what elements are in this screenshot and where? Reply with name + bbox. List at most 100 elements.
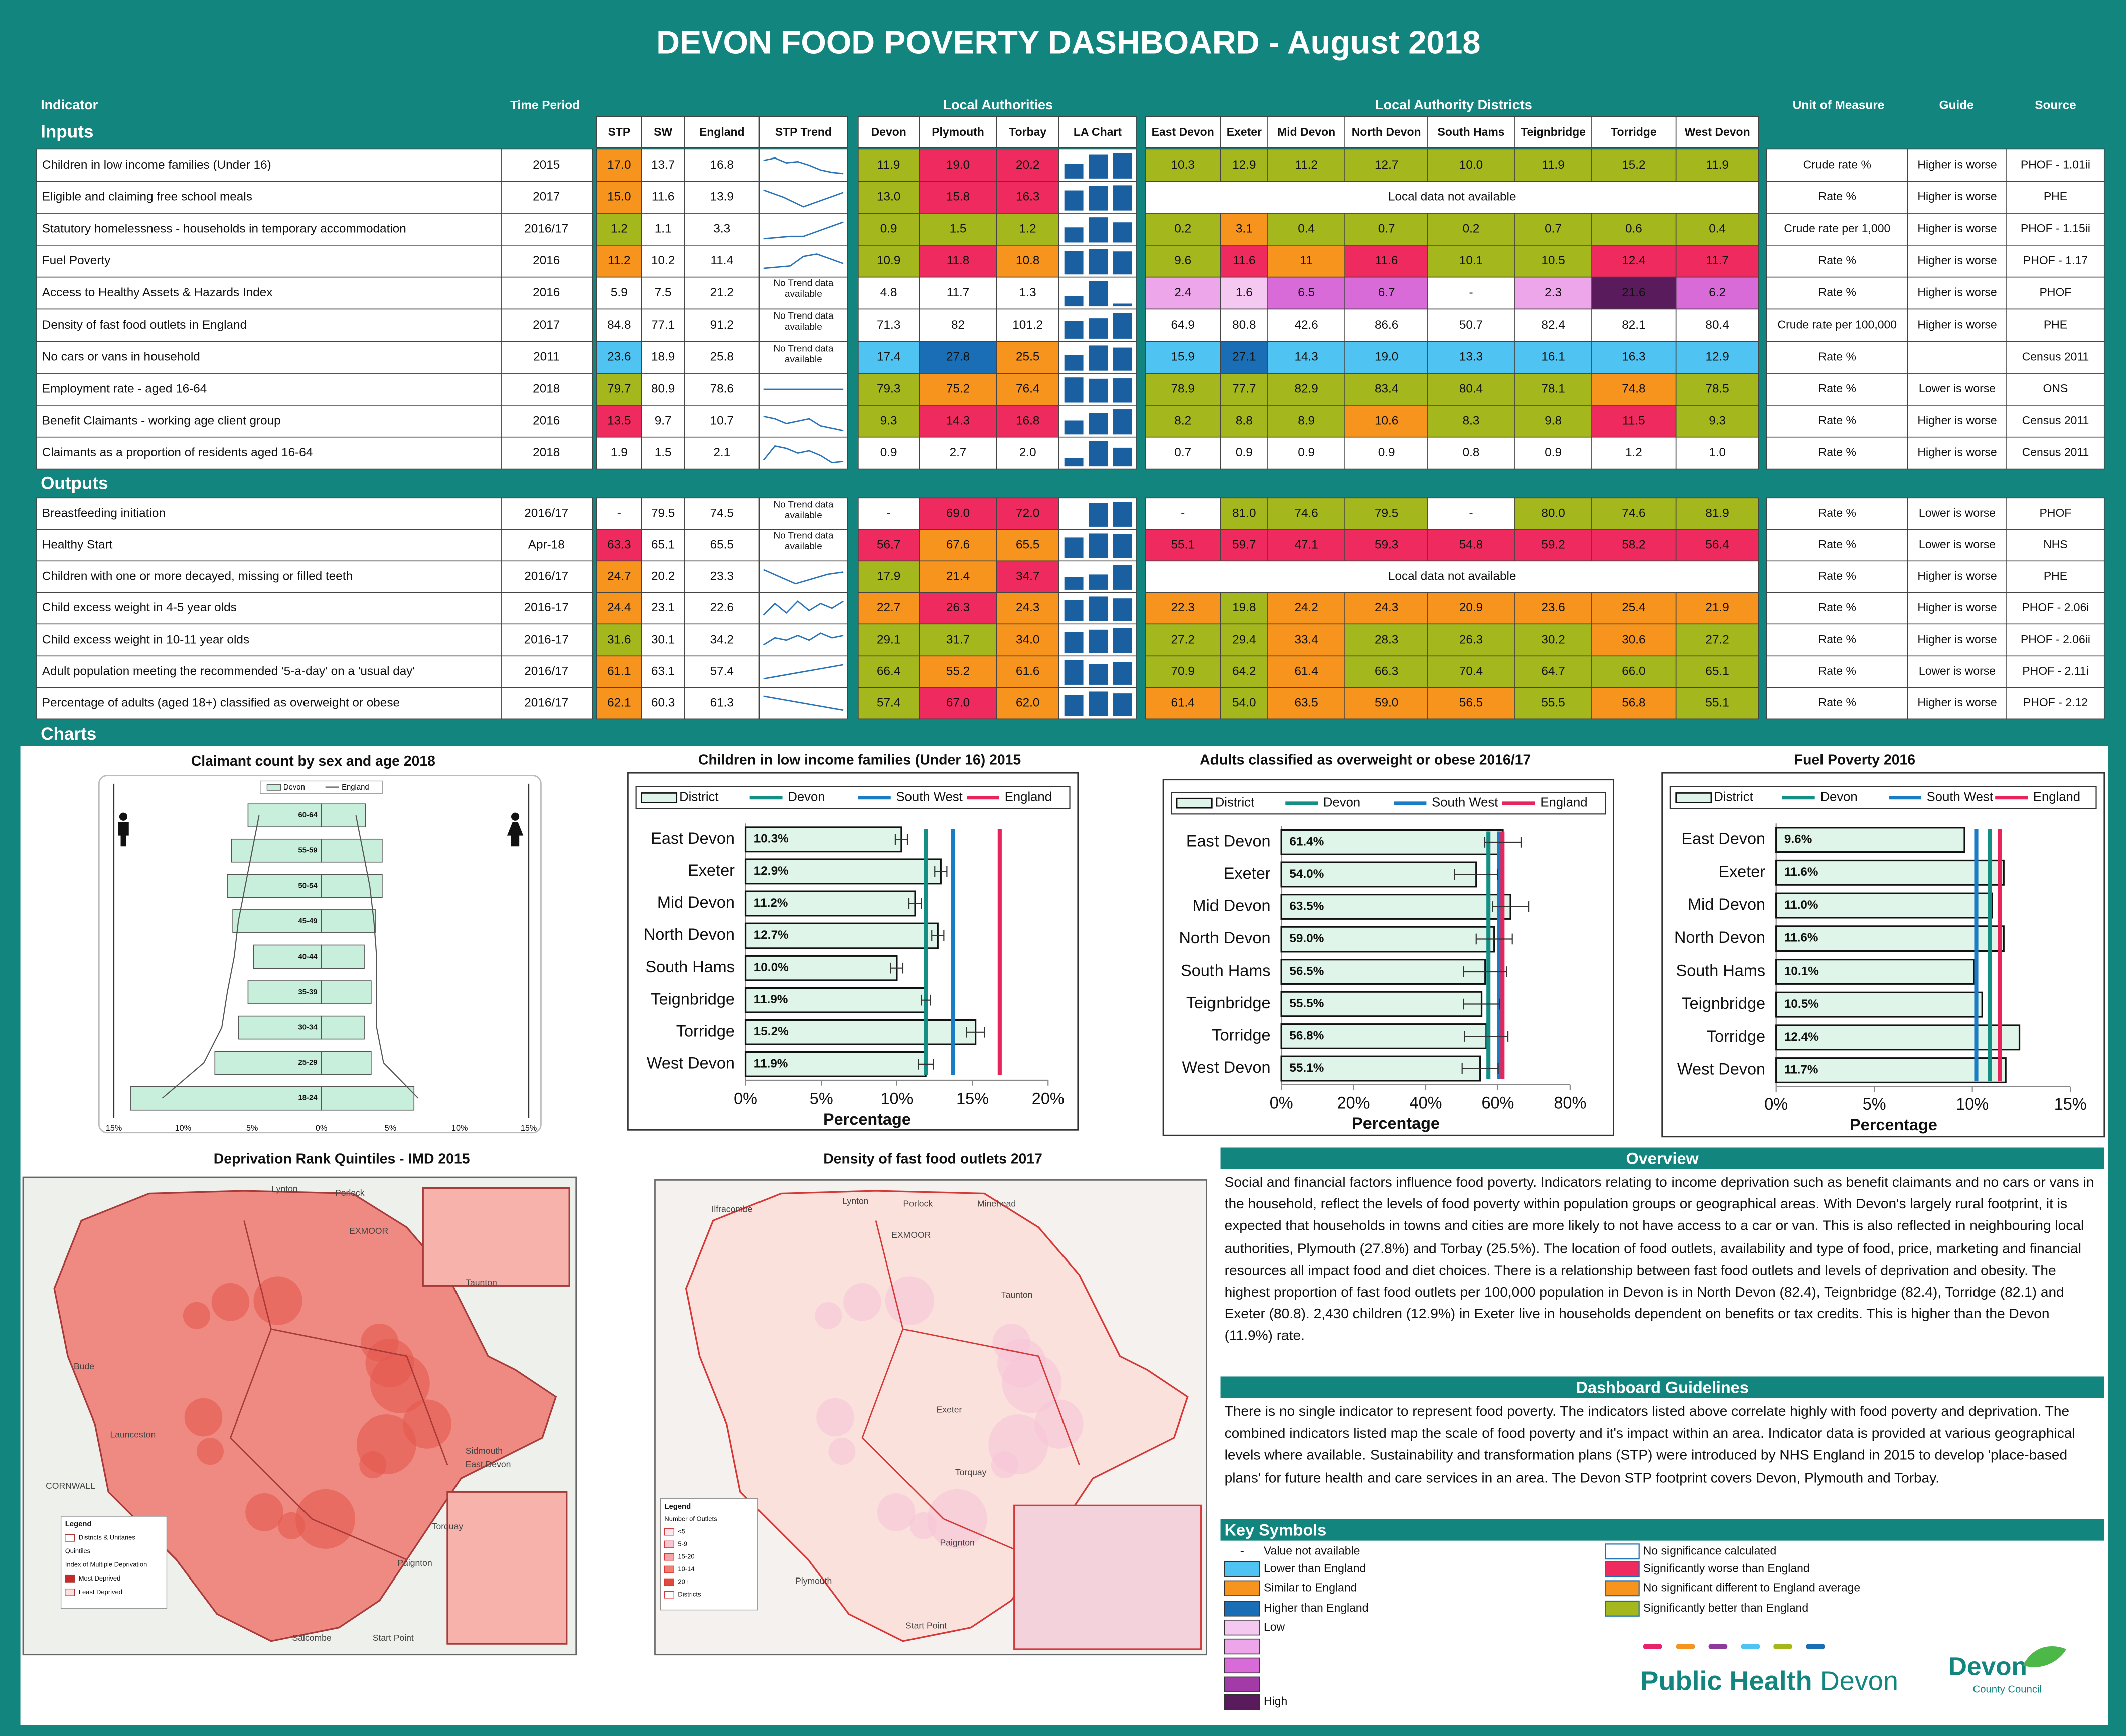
period-cell xyxy=(501,623,593,657)
x-tick-label: 40% xyxy=(1410,1094,1442,1112)
legend-label: Devon xyxy=(788,790,825,804)
value-label: 15.2% xyxy=(754,1025,789,1038)
key-swatch xyxy=(1605,1543,1640,1560)
la-bar xyxy=(1064,251,1084,275)
key-label: Lower than England xyxy=(1264,1561,1366,1574)
key-swatch xyxy=(1224,1638,1260,1655)
district-cell xyxy=(1514,497,1592,530)
column-header: East Devon xyxy=(1152,125,1214,138)
bar xyxy=(1280,926,1495,953)
error-bar xyxy=(908,898,922,909)
guide: Higher is worse xyxy=(1917,157,1997,171)
cell-value: 34.7 xyxy=(1016,569,1039,583)
x-tick-label: 10% xyxy=(1956,1095,1989,1113)
guide-cell xyxy=(1907,276,2007,310)
cell-value: - xyxy=(887,506,891,520)
period-cell xyxy=(501,181,593,214)
cell-value: 65.1 xyxy=(651,538,675,551)
la-bar xyxy=(1113,313,1132,339)
la-bar xyxy=(1064,164,1084,179)
la-bar xyxy=(1064,190,1084,211)
value-cell xyxy=(596,497,642,530)
pyramid-bar-right xyxy=(321,909,376,933)
value-cell xyxy=(996,213,1059,246)
column-header: Teignbridge xyxy=(1521,125,1586,138)
column-header-cell xyxy=(1514,116,1592,148)
y-tick-label: Mid Devon xyxy=(1688,895,1765,913)
value-label: 55.1% xyxy=(1289,1061,1324,1075)
value-label: 12.4% xyxy=(1784,1030,1819,1044)
map-place: EXMOOR xyxy=(349,1226,388,1236)
value-label: 10.5% xyxy=(1784,997,1819,1011)
cell-value: 11.4 xyxy=(710,254,733,267)
district-cell xyxy=(1344,592,1428,625)
district-value: 74.8 xyxy=(1622,382,1645,395)
value-cell xyxy=(858,276,920,310)
cell-value: 69.0 xyxy=(946,506,970,520)
value-cell xyxy=(919,276,997,310)
la-bar xyxy=(1089,318,1108,339)
district-cell xyxy=(1145,148,1221,182)
indicator: Healthy Start xyxy=(42,538,113,551)
district-cell xyxy=(1675,245,1759,278)
district-value: 12.9 xyxy=(1705,350,1729,364)
map-inset xyxy=(1013,1504,1202,1650)
cell-value: 5.9 xyxy=(611,286,628,299)
map-place: Taunton xyxy=(1001,1290,1032,1300)
district-value: 0.7 xyxy=(1545,222,1562,235)
error-bar xyxy=(921,994,931,1006)
value-cell xyxy=(684,592,760,625)
district-cell xyxy=(1591,655,1677,688)
district-cell xyxy=(1344,687,1428,720)
district-cell xyxy=(1267,213,1345,246)
map-place: CORNWALL xyxy=(46,1481,95,1491)
error-bar xyxy=(890,962,904,974)
district-cell xyxy=(1220,373,1268,406)
district-value: 66.3 xyxy=(1375,664,1398,678)
x-tick-label: 60% xyxy=(1481,1094,1514,1112)
sparkline xyxy=(763,445,844,464)
district-value: 10.3 xyxy=(1171,158,1195,172)
dash xyxy=(1676,1644,1695,1649)
period-cell xyxy=(501,341,593,374)
bar xyxy=(1280,1023,1487,1049)
sparkline xyxy=(763,600,844,616)
la-bar xyxy=(1113,185,1132,211)
unit-cell xyxy=(1766,529,1908,562)
person-icon-head xyxy=(511,812,520,821)
section-label: Inputs xyxy=(41,122,93,141)
unit: Rate % xyxy=(1818,446,1856,459)
la-bar xyxy=(1064,377,1084,403)
district-cell xyxy=(1344,405,1428,438)
cell-value: 57.4 xyxy=(710,664,734,678)
guide: Higher is worse xyxy=(1917,318,1997,331)
map-patch xyxy=(815,1302,842,1329)
cell-value: 11.2 xyxy=(608,254,631,267)
map-legend-swatch xyxy=(664,1528,674,1536)
district-cell xyxy=(1514,276,1592,310)
source: PHOF - 2.12 xyxy=(2023,696,2088,709)
source: PHE xyxy=(2044,318,2067,331)
unit-cell xyxy=(1766,341,1908,374)
la-bar xyxy=(1113,153,1132,179)
key-swatch xyxy=(1224,1657,1260,1674)
key-swatch xyxy=(1605,1561,1640,1577)
district-value: 6.2 xyxy=(1709,286,1726,299)
indicator: Breastfeeding initiation xyxy=(42,506,166,520)
la-bar xyxy=(1089,217,1108,243)
value-cell xyxy=(684,276,760,310)
value-label: 11.2% xyxy=(754,896,788,910)
value-label: 11.7% xyxy=(1784,1063,1818,1076)
legend-label: Devon xyxy=(1820,790,1858,804)
district-value: 19.0 xyxy=(1375,350,1398,364)
value-cell xyxy=(684,497,760,530)
map-boundary xyxy=(229,1220,448,1560)
value-cell xyxy=(684,687,760,720)
source-cell xyxy=(2006,245,2105,278)
key-title: Key Symbols xyxy=(1225,1521,1327,1539)
cell-value: 18.9 xyxy=(651,350,675,364)
pyramid-bar-right xyxy=(321,803,366,827)
value-cell xyxy=(684,623,760,657)
period-cell xyxy=(501,373,593,406)
dash xyxy=(1773,1644,1793,1649)
